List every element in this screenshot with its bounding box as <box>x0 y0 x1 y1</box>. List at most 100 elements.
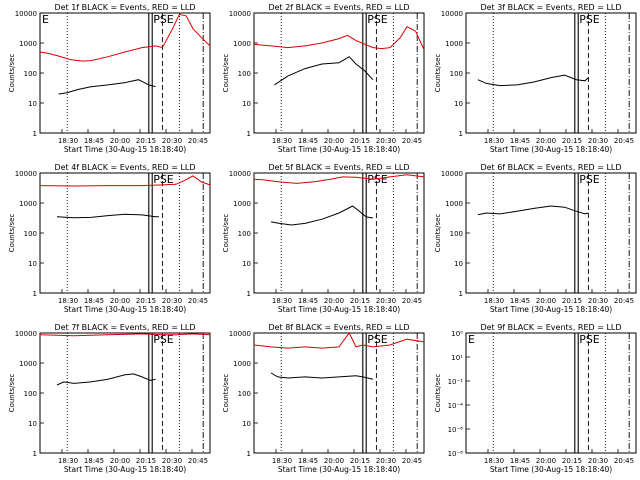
lld-series-line <box>39 13 211 62</box>
plot-frame <box>39 12 211 134</box>
panel-title: Det 1f BLACK = Events, RED = LLD <box>54 3 195 12</box>
x-tick-label: 20:00 <box>324 137 344 145</box>
y-tick-label: 1000 <box>445 200 463 208</box>
y-axis-label: Counts/sec <box>434 54 442 93</box>
y-tick-label: 1 <box>247 290 251 298</box>
y-axis-label: Counts/sec <box>222 54 230 93</box>
events-series-line <box>56 213 159 219</box>
x-tick-label: 20:15 <box>136 137 156 145</box>
x-tick-label: 20:30 <box>588 297 608 305</box>
x-tick-label: 20:45 <box>614 137 634 145</box>
panel-1: Det 1f BLACK = Events, RED = LLD 1 10 100 10… <box>8 3 211 154</box>
event-marker-label: E <box>42 13 49 26</box>
panel-9: Det 9f BLACK = Events, RED = LLD 10⁻⁸ 10⁻⁶… <box>434 323 637 474</box>
panel-title: Det 4f BLACK = Events, RED = LLD <box>54 163 195 172</box>
y-axis-label: Counts/sec <box>8 214 16 253</box>
lld-series-line <box>253 332 425 349</box>
pse-marker-label: PSE <box>153 173 174 186</box>
x-tick-label: 18:45 <box>84 297 104 305</box>
x-tick-label: 18:30 <box>484 297 504 305</box>
y-tick-label: 100 <box>450 70 463 78</box>
lld-series-line <box>39 333 211 337</box>
y-tick-label: 1 <box>33 450 37 458</box>
y-tick-label: 10¹ <box>451 354 463 362</box>
x-tick-label: 18:45 <box>510 457 530 465</box>
panel-title: Det 3f BLACK = Events, RED = LLD <box>480 3 621 12</box>
y-tick-label: 10 <box>242 420 251 428</box>
x-tick-label: 20:00 <box>110 457 130 465</box>
x-tick-label: 20:00 <box>536 137 556 145</box>
y-tick-label: 10 <box>28 100 37 108</box>
x-tick-label: 20:30 <box>162 457 182 465</box>
x-tick-label: 20:45 <box>614 297 634 305</box>
panel-title: Det 8f BLACK = Events, RED = LLD <box>268 323 409 332</box>
y-tick-label: 10⁻⁶ <box>448 426 464 434</box>
x-tick-label: 18:45 <box>510 137 530 145</box>
y-tick-label: 100 <box>24 70 37 78</box>
x-tick-label: 20:45 <box>402 297 422 305</box>
panel-title: Det 7f BLACK = Events, RED = LLD <box>54 323 195 332</box>
y-axis-label: Counts/sec <box>8 374 16 413</box>
x-tick-label: 20:30 <box>162 297 182 305</box>
x-tick-label: 20:15 <box>350 297 370 305</box>
x-tick-label: 18:30 <box>58 457 78 465</box>
x-axis-label: Start Time (30-Aug-15 18:18:40) <box>490 305 612 314</box>
x-tick-label: 18:30 <box>484 457 504 465</box>
lld-series-line <box>253 26 425 50</box>
y-tick-label: 1000 <box>233 360 251 368</box>
y-tick-label: 10 <box>242 260 251 268</box>
pse-marker-label: PSE <box>367 13 388 26</box>
x-tick-label: 20:30 <box>588 137 608 145</box>
x-tick-label: 20:15 <box>136 297 156 305</box>
x-tick-label: 20:30 <box>376 137 396 145</box>
pse-marker-label: PSE <box>579 173 600 186</box>
y-tick-label: 10 <box>28 260 37 268</box>
panel-2: Det 2f BLACK = Events, RED = LLD 1 10 100 10… <box>222 3 425 154</box>
y-tick-label: 100 <box>238 230 251 238</box>
panel-title: Det 6f BLACK = Events, RED = LLD <box>480 163 621 172</box>
x-tick-label: 20:00 <box>536 297 556 305</box>
y-tick-label: 10000 <box>229 330 251 338</box>
x-tick-label: 20:30 <box>162 137 182 145</box>
plot-frame <box>39 332 211 454</box>
plot-frame <box>253 12 425 134</box>
panel-3: Det 3f BLACK = Events, RED = LLD 1 10 100 10… <box>434 3 637 154</box>
x-tick-label: 20:15 <box>350 137 370 145</box>
panel-8: Det 8f BLACK = Events, RED = LLD 1 10 100 10… <box>222 323 425 474</box>
x-tick-label: 20:45 <box>402 137 422 145</box>
x-tick-label: 20:15 <box>350 457 370 465</box>
y-tick-label: 10 <box>454 260 463 268</box>
x-tick-label: 20:30 <box>376 297 396 305</box>
events-series-line <box>477 74 589 87</box>
y-tick-label: 10000 <box>229 170 251 178</box>
events-series-line <box>274 56 374 86</box>
lld-series-line <box>253 174 425 184</box>
y-tick-label: 1000 <box>445 40 463 48</box>
pse-marker-label: PSE <box>153 333 174 346</box>
events-series-line <box>270 372 374 380</box>
x-tick-label: 20:15 <box>562 457 582 465</box>
pse-marker-label: PSE <box>367 333 388 346</box>
y-tick-label: 10000 <box>15 330 37 338</box>
y-tick-label: 10000 <box>441 170 463 178</box>
plot-frame <box>465 172 637 294</box>
plot-frame <box>253 172 425 294</box>
y-tick-label: 10⁰ <box>451 330 463 338</box>
x-tick-label: 20:00 <box>110 137 130 145</box>
x-tick-label: 18:45 <box>298 137 318 145</box>
y-tick-label: 100 <box>450 230 463 238</box>
y-tick-label: 1 <box>33 130 37 138</box>
x-axis-label: Start Time (30-Aug-15 18:18:40) <box>490 465 612 474</box>
y-tick-label: 10 <box>454 100 463 108</box>
events-series-line <box>58 79 156 95</box>
y-tick-label: 1000 <box>233 200 251 208</box>
x-tick-label: 20:30 <box>588 457 608 465</box>
y-tick-label: 100 <box>238 390 251 398</box>
panel-5: Det 5f BLACK = Events, RED = LLD 1 10 100 10… <box>222 163 425 314</box>
events-series-line <box>477 205 589 216</box>
x-tick-label: 20:00 <box>110 297 130 305</box>
y-tick-label: 100 <box>24 390 37 398</box>
plot-frame <box>39 172 211 294</box>
x-tick-label: 20:00 <box>536 457 556 465</box>
panel-title: Det 9f BLACK = Events, RED = LLD <box>480 323 621 332</box>
